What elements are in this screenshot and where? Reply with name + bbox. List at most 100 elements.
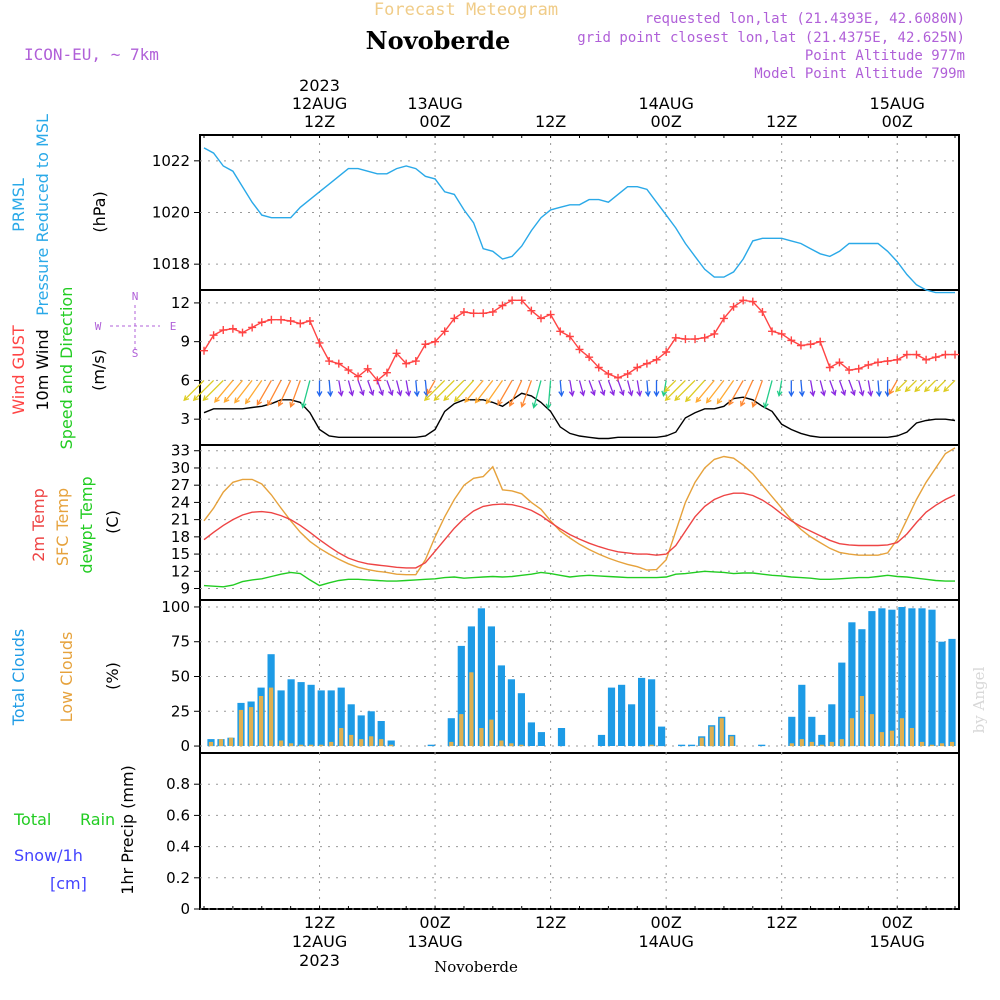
wind-arrow: [183, 379, 205, 402]
low-cloud-bar: [829, 741, 834, 747]
low-cloud-bar: [369, 736, 374, 746]
wind-arrow: [684, 379, 706, 403]
dewpoint-line: [203, 570, 955, 588]
low-cloud-bar: [238, 709, 244, 747]
low-cloud-bar: [859, 696, 864, 747]
gust-marker: [267, 315, 276, 324]
wind-arrow: [809, 380, 816, 397]
gust-marker: [883, 357, 892, 366]
y-tick-label: 30: [171, 459, 190, 477]
bottom-time-label: 14AUG: [638, 932, 693, 951]
wind-arrow: [895, 379, 908, 393]
low-cloud-bar: [269, 687, 274, 746]
low-cloud-bar: [729, 736, 734, 746]
wind-arrow: [598, 380, 606, 397]
wind-arrow: [474, 380, 494, 404]
total-cloud-bar: [607, 687, 616, 746]
wind-arrow: [395, 380, 403, 397]
wind-arrow: [904, 379, 917, 393]
gust-marker: [748, 297, 757, 306]
low-cloud-bar: [459, 714, 464, 747]
gust-marker: [758, 307, 767, 316]
wind-arrow: [636, 380, 643, 397]
gust-marker: [536, 314, 545, 323]
wind-arrow: [867, 380, 874, 397]
wind-arrow: [405, 380, 412, 397]
y-tick-labels: 1018102010223691291215182124273033025507…: [152, 152, 190, 918]
gust-marker: [315, 338, 324, 347]
low-cloud-bar: [228, 737, 234, 746]
gust-marker: [681, 335, 690, 344]
wind-arrow: [520, 380, 533, 408]
precip-unit-label: 1hr Precip (mm): [118, 765, 137, 895]
low-cloud-bar: [259, 696, 264, 747]
wind-label-gust: Wind GUST: [9, 325, 28, 415]
cloud-unit-label: (%): [103, 662, 122, 690]
wind-arrow: [558, 380, 565, 398]
total-cloud-bar: [828, 704, 836, 746]
model-label: ICON-EU, ~ 7km: [24, 45, 159, 64]
gust-marker: [902, 350, 911, 359]
temp-label-sfc: SFC Temp: [53, 488, 72, 566]
low-cloud-bar: [389, 744, 394, 747]
wind-label-10m: 10m Wind: [33, 329, 52, 410]
bottom-time-label: 00Z: [882, 913, 913, 932]
gust-marker: [411, 357, 420, 366]
wind-arrow: [578, 380, 586, 397]
low-cloud-bar: [519, 744, 524, 747]
total-cloud-bar: [868, 611, 876, 746]
gust-marker: [594, 363, 603, 372]
total-cloud-bar: [618, 684, 626, 746]
gust-marker: [777, 329, 786, 338]
wind-arrow: [923, 379, 937, 393]
gust-marker: [873, 358, 882, 367]
low-cloud-bar: [799, 739, 804, 747]
gust-marker: [652, 355, 661, 364]
wind-arrow: [337, 380, 344, 397]
gust-marker: [845, 366, 854, 375]
top-time-label: 12Z: [766, 112, 797, 131]
gust-marker: [623, 369, 632, 378]
gust-marker: [719, 314, 728, 323]
gust-marker: [700, 333, 709, 342]
compass-s: S: [132, 347, 139, 360]
bottom-time-label: 13AUG: [407, 932, 462, 951]
total-cloud-bar: [427, 744, 435, 747]
temp-label-dewpt: dewpt Temp: [77, 476, 96, 573]
gust-marker: [508, 296, 517, 305]
y-tick-label: 0: [180, 900, 190, 918]
y-tick-label: 0.2: [166, 869, 190, 887]
gust-marker: [825, 363, 834, 372]
gust-marker: [325, 357, 334, 366]
low-cloud-bar: [909, 728, 914, 747]
low-cloud-bar: [899, 718, 904, 746]
gust-marker: [334, 359, 343, 368]
top-time-label: 00Z: [882, 112, 913, 131]
y-tick-label: 0.8: [166, 775, 190, 793]
low-cloud-bar: [949, 741, 955, 747]
wind-arrow: [875, 380, 882, 398]
wind-arrow: [914, 379, 927, 393]
low-cloud-bar: [789, 743, 794, 747]
wind-arrow: [244, 380, 263, 405]
total-cloud-bar: [477, 608, 485, 746]
precip-label-cm: [cm]: [50, 874, 87, 893]
low-cloud-bar: [379, 739, 384, 747]
wind-arrow: [497, 380, 513, 406]
gust-marker: [479, 309, 488, 318]
wind-arrow: [798, 380, 805, 398]
y-tick-label: 9: [180, 333, 190, 351]
total-cloud-bar: [858, 629, 866, 746]
gust-marker: [941, 350, 950, 359]
wind-arrow: [413, 380, 420, 398]
wind-arrow: [192, 379, 215, 402]
low-cloud-bar: [489, 719, 494, 746]
wind-arrow: [858, 380, 865, 397]
total-cloud-bar: [297, 682, 305, 747]
gust-marker: [835, 358, 844, 367]
gust-marker: [219, 326, 228, 335]
low-cloud-bar: [889, 730, 894, 746]
low-cloud-bar: [319, 744, 324, 747]
wind-arrow: [433, 379, 455, 402]
